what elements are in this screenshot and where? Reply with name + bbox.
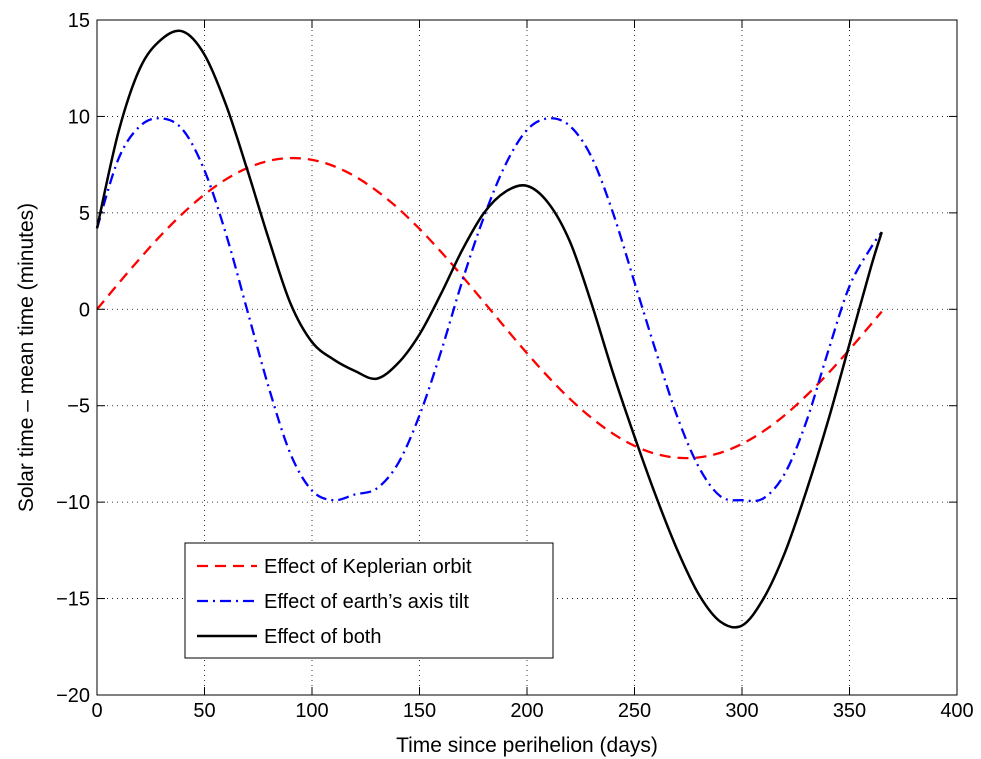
y-tick-label: 5 [79,203,90,225]
y-tick-label: −15 [56,589,90,611]
x-tick-label: 150 [403,700,436,722]
x-tick-label: 0 [91,700,102,722]
legend-entry-axis-tilt: Effect of earth’s axis tilt [264,591,469,613]
x-tick-label: 250 [618,700,651,722]
y-axis-label: Solar time – mean time (minutes) [15,203,38,512]
series-axis-tilt-line [95,117,883,503]
series-keplerian-line [96,156,883,460]
x-tick-label: 400 [940,700,973,722]
x-tick-label: 300 [725,700,758,722]
y-tick-label: 15 [68,10,90,32]
plot-series [95,29,883,629]
y-tick-label: −5 [67,396,90,418]
y-tick-labels: −20 −15 −10 −5 0 5 10 15 [56,10,90,707]
x-tick-label: 50 [193,700,215,722]
legend-entry-keplerian: Effect of Keplerian orbit [264,556,472,578]
x-tick-label: 100 [295,700,328,722]
x-tick-label: 200 [510,700,543,722]
x-tick-label: 350 [833,700,866,722]
y-tick-label: −20 [56,685,90,707]
y-tick-label: 10 [68,106,90,128]
legend-box [184,542,554,659]
series-both-line [95,29,883,629]
y-tick-label: −10 [56,492,90,514]
legend: Effect of Keplerian orbit Effect of eart… [184,542,554,659]
axis-ticks [96,19,958,696]
legend-entry-both: Effect of both [264,626,382,648]
x-tick-labels: 0 50 100 150 200 250 300 350 400 [91,700,973,722]
x-axis-label: Time since perihelion (days) [396,734,658,757]
y-tick-label: 0 [79,299,90,321]
